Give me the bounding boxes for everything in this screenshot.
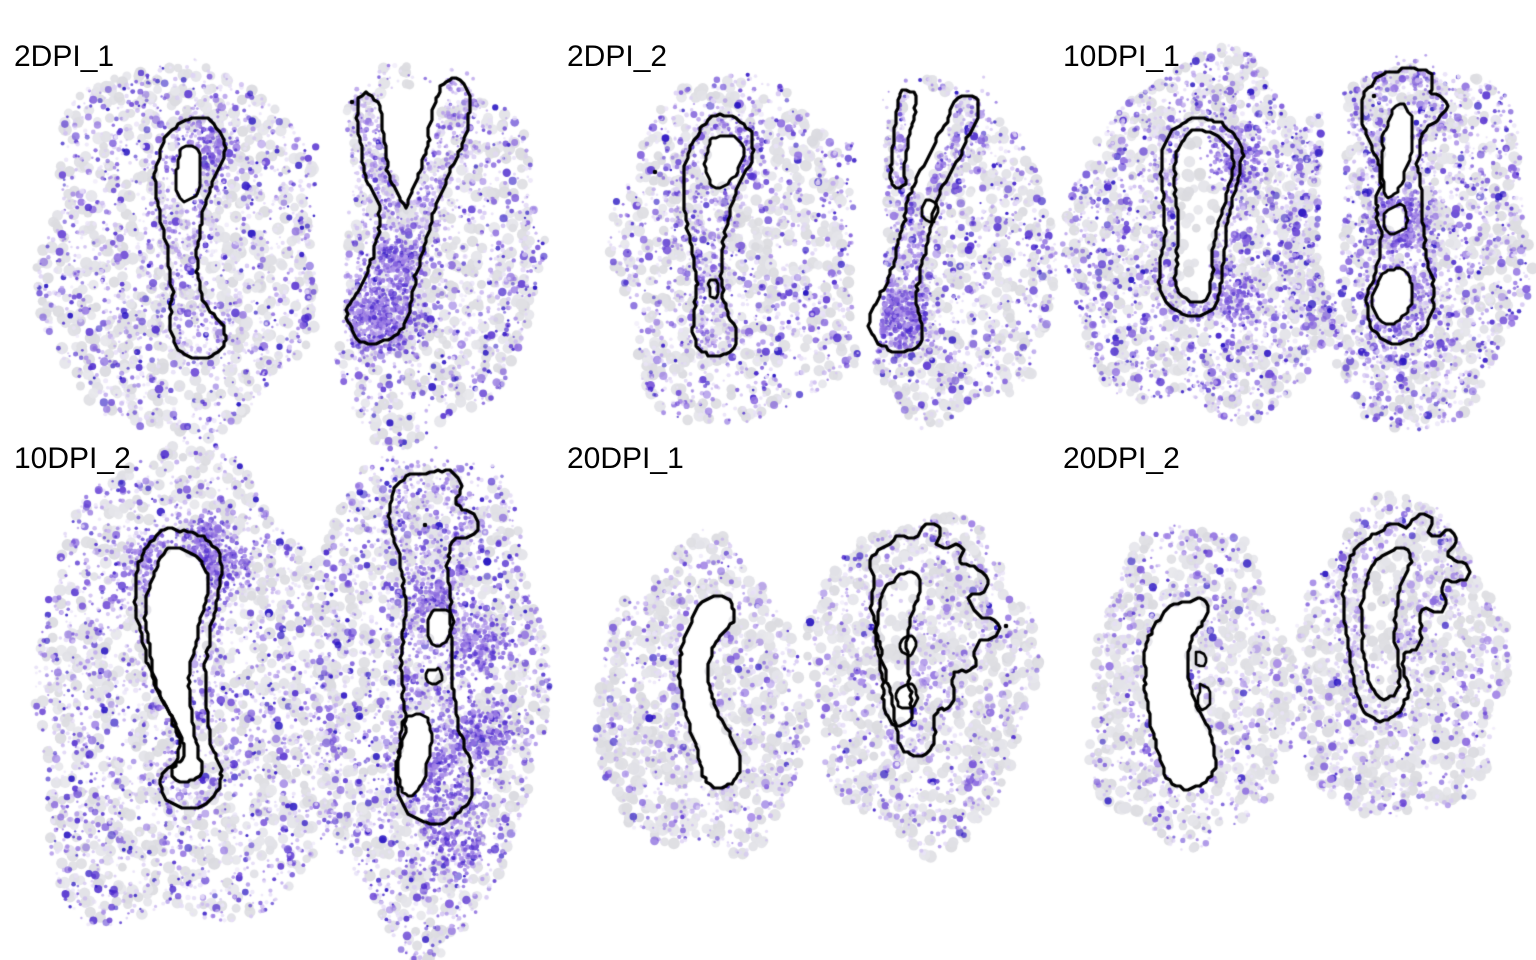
panel-label-2dpi-2: 2DPI_2 (567, 40, 668, 73)
panel-label-20dpi-1: 20DPI_1 (567, 442, 684, 475)
panel-label-10dpi-1: 10DPI_1 (1063, 40, 1180, 73)
panel-label-20dpi-2: 20DPI_2 (1063, 442, 1180, 475)
panel-label-2dpi-1: 2DPI_1 (14, 40, 115, 73)
panel-label-10dpi-2: 10DPI_2 (14, 442, 131, 475)
